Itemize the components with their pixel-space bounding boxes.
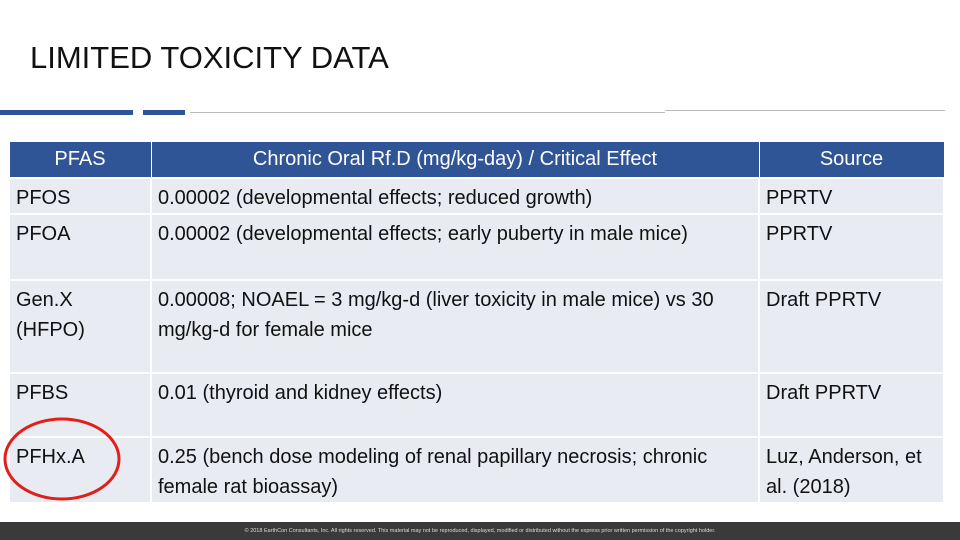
table-row: Gen.X (HFPO) 0.00008; NOAEL = 3 mg/kg-d (… (8, 279, 945, 374)
divider (665, 110, 945, 111)
table-cell: PFBS (8, 372, 152, 438)
table-row: PFOA 0.00002 (developmental effects; earl… (8, 213, 945, 281)
table-cell: 0.00002 (developmental effects; early pu… (150, 213, 760, 281)
table-cell: PFOS (8, 177, 152, 215)
column-header: Source (758, 141, 945, 179)
table-cell: 0.25 (bench dose modeling of renal papil… (150, 436, 760, 504)
table-row: PFOS 0.00002 (developmental effects; redu… (8, 177, 945, 215)
table-cell: PPRTV (758, 177, 945, 215)
toxicity-table: PFAS Chronic Oral Rf.D (mg/kg-day) / Cri… (8, 141, 945, 504)
table-row: PFHx.A 0.25 (bench dose modeling of renal… (8, 436, 945, 504)
slide-title: LIMITED TOXICITY DATA (30, 40, 389, 75)
table-cell: 0.00008; NOAEL = 3 mg/kg-d (liver toxici… (150, 279, 760, 374)
accent-bar (0, 110, 133, 115)
accent-bar (143, 110, 185, 115)
table-cell: PFHx.A (8, 436, 152, 504)
divider (190, 112, 665, 113)
header-row: PFAS Chronic Oral Rf.D (mg/kg-day) / Cri… (8, 141, 945, 179)
table-cell: Draft PPRTV (758, 372, 945, 438)
column-header: Chronic Oral Rf.D (mg/kg-day) / Critical… (150, 141, 760, 179)
table-cell: Draft PPRTV (758, 279, 945, 374)
footer: © 2018 EarthCon Consultants, Inc. All ri… (0, 522, 960, 540)
table-cell: PFOA (8, 213, 152, 281)
column-header: PFAS (8, 141, 152, 179)
table-row: PFBS 0.01 (thyroid and kidney effects) Dra… (8, 372, 945, 438)
table-cell: 0.01 (thyroid and kidney effects) (150, 372, 760, 438)
table-cell: Gen.X (HFPO) (8, 279, 152, 374)
table-cell: PPRTV (758, 213, 945, 281)
table-cell: 0.00002 (developmental effects; reduced … (150, 177, 760, 215)
table-cell: Luz, Anderson, et al. (2018) (758, 436, 945, 504)
